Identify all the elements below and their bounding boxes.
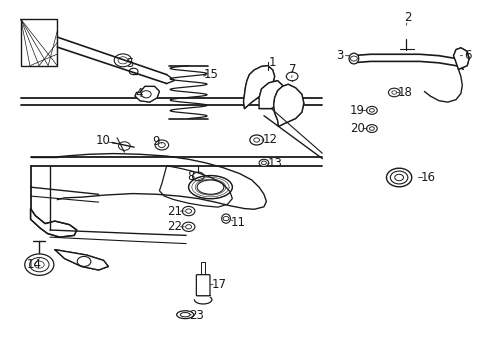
Text: 13: 13 (266, 157, 282, 170)
Polygon shape (259, 81, 285, 109)
Ellipse shape (348, 53, 358, 64)
Text: 6: 6 (464, 49, 471, 62)
Text: 15: 15 (203, 68, 219, 81)
Text: 22: 22 (167, 220, 182, 233)
Polygon shape (453, 48, 468, 69)
Text: 12: 12 (262, 134, 277, 147)
Text: 7: 7 (289, 63, 296, 76)
Circle shape (259, 159, 268, 166)
Polygon shape (30, 208, 77, 237)
Text: 20: 20 (349, 122, 364, 135)
Polygon shape (55, 249, 108, 270)
Polygon shape (243, 66, 274, 109)
Polygon shape (273, 84, 303, 126)
Text: 5: 5 (126, 57, 133, 70)
Text: 14: 14 (27, 258, 42, 271)
Text: 16: 16 (420, 171, 435, 184)
Text: 23: 23 (189, 309, 204, 321)
Text: 18: 18 (397, 86, 411, 99)
Text: 17: 17 (211, 278, 226, 291)
FancyBboxPatch shape (196, 275, 209, 296)
Text: 21: 21 (167, 204, 182, 217)
Circle shape (182, 222, 195, 231)
Ellipse shape (366, 125, 376, 132)
Text: 9: 9 (152, 135, 160, 148)
Circle shape (182, 206, 195, 216)
Ellipse shape (366, 107, 376, 114)
Polygon shape (135, 86, 159, 102)
Circle shape (286, 72, 297, 81)
Text: 1: 1 (268, 55, 276, 69)
Text: 4: 4 (135, 87, 142, 100)
Polygon shape (21, 19, 57, 66)
Text: 11: 11 (230, 216, 245, 229)
Text: 10: 10 (96, 134, 111, 147)
Text: 19: 19 (349, 104, 364, 117)
Circle shape (25, 254, 54, 275)
Text: 8: 8 (187, 170, 194, 183)
Ellipse shape (176, 311, 193, 319)
Text: 3: 3 (335, 49, 343, 62)
Circle shape (387, 88, 399, 97)
Text: 2: 2 (403, 11, 411, 24)
Ellipse shape (386, 168, 411, 187)
